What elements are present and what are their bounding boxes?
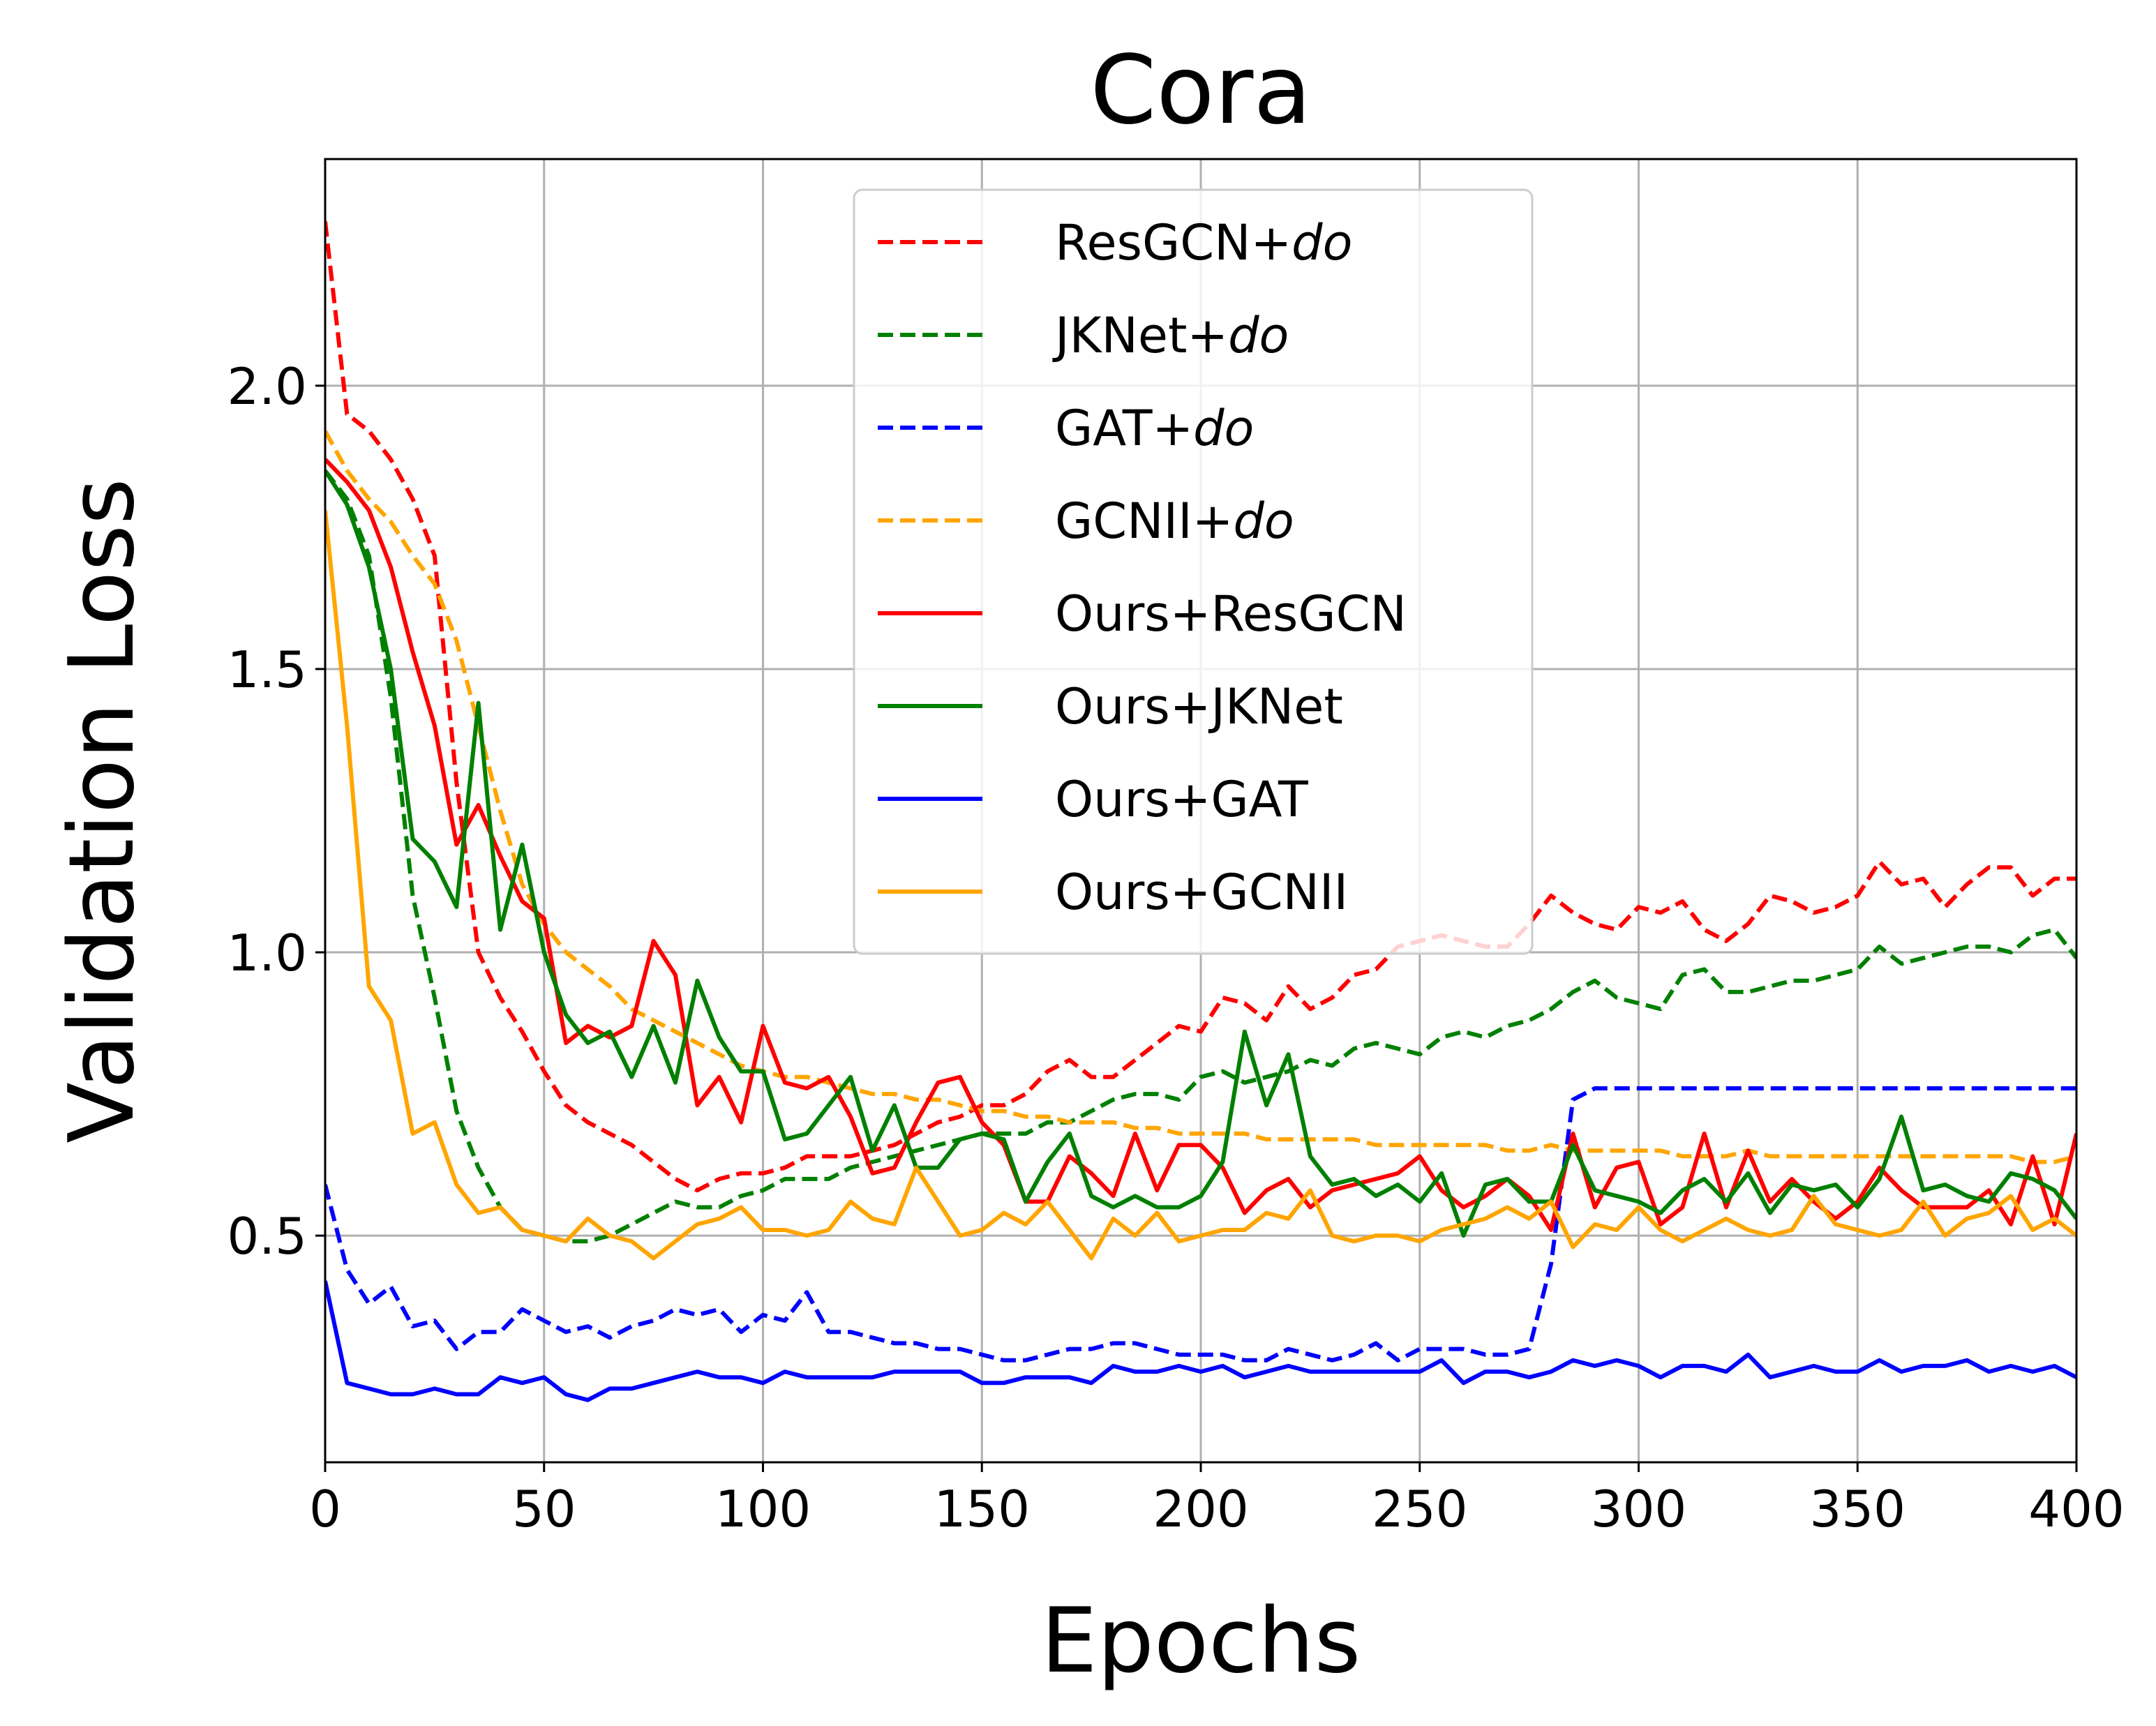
axis-ticks: 0 50 100 150 200 250 300 350 400 0.5 1.0 1.5 2.0 <box>227 357 2124 1538</box>
series-line-ours-gcnii <box>325 510 2076 1261</box>
x-tick-label: 200 <box>1153 1480 1248 1538</box>
x-tick-label: 150 <box>934 1480 1030 1538</box>
y-tick-label: 1.5 <box>227 640 307 699</box>
x-tick-label: 250 <box>1372 1480 1467 1538</box>
series-line-ours-jknet <box>325 470 2076 1238</box>
x-tick-label: 50 <box>512 1480 576 1538</box>
series-line-gat-do <box>325 1086 2076 1363</box>
series-lines <box>325 220 2076 1402</box>
series-line-ours-resgcn <box>325 458 2076 1232</box>
series-line-jknet-do <box>325 469 2076 1244</box>
x-axis-title: Epochs <box>1041 1589 1361 1693</box>
legend-box <box>853 188 1534 955</box>
legend-label: ResGCN+do <box>1055 214 1352 271</box>
x-tick-label: 400 <box>2028 1480 2124 1538</box>
series-line-ours-gat <box>325 1280 2076 1402</box>
x-tick-label: 350 <box>1810 1480 1906 1538</box>
chart-title: Cora <box>1090 36 1311 146</box>
legend-label: Ours+GCNII <box>1055 864 1348 921</box>
series-line-gcnii-do <box>325 430 2076 1164</box>
y-tick-label: 2.0 <box>227 357 307 416</box>
y-tick-label: 0.5 <box>227 1207 307 1266</box>
legend-label: Ours+JKNet <box>1055 678 1343 735</box>
legend-label: JKNet+do <box>1052 307 1289 364</box>
x-tick-label: 300 <box>1591 1480 1686 1538</box>
x-tick-label: 100 <box>715 1480 811 1538</box>
x-tick-label: 0 <box>309 1480 341 1538</box>
legend-label: Ours+GAT <box>1055 771 1308 828</box>
y-tick-label: 1.0 <box>227 924 307 982</box>
y-axis-title: Validation Loss <box>50 478 154 1143</box>
legend-label: GAT+do <box>1055 400 1254 457</box>
legend-label: GCNII+do <box>1055 493 1294 550</box>
legend-label: Ours+ResGCN <box>1055 585 1407 643</box>
series-line-resgcn-do <box>325 220 2076 1193</box>
legend: ResGCN+do JKNet+do GAT+do GCNII+do Ours+ResG… <box>853 188 1534 955</box>
